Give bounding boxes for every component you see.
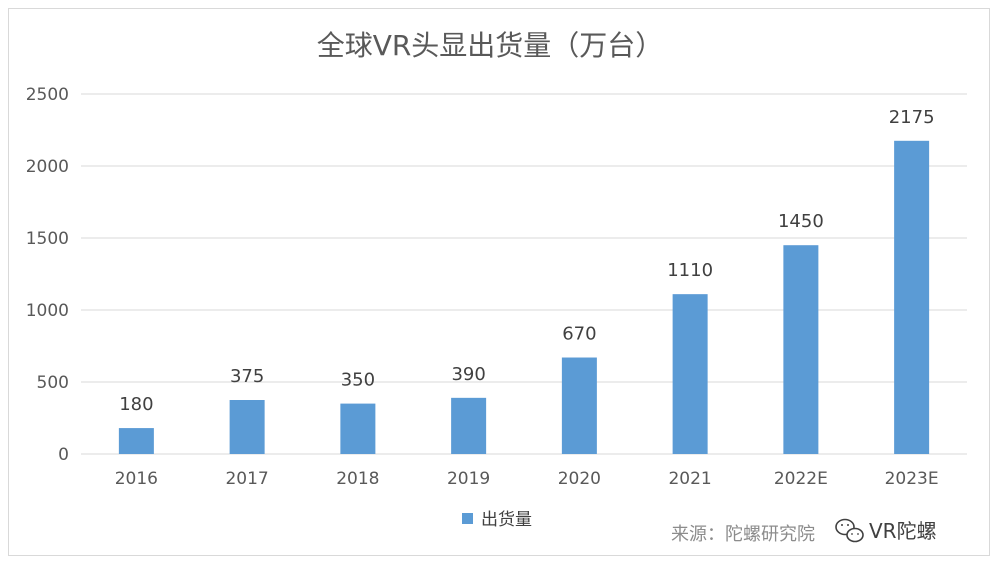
x-axis-ticks: 2016 2017 2018 2019 2020 2021 2022E 2023E [115, 469, 939, 489]
data-label-2016: 180 [119, 394, 153, 415]
chart-frame: 全球VR头显出货量（万台） 0 500 1000 1500 2000 2500 180 37… [8, 8, 990, 556]
bars [118, 140, 930, 455]
x-tick-label: 2021 [668, 469, 711, 489]
x-tick-label: 2022E [774, 469, 828, 489]
data-labels: 180 375 350 390 670 1110 1450 2175 [119, 107, 934, 415]
y-tick-label: 2000 [26, 157, 69, 177]
y-tick-label: 1000 [26, 301, 69, 321]
y-axis-ticks: 0 500 1000 1500 2000 2500 [26, 85, 69, 465]
bar-2021 [672, 294, 708, 454]
data-label-2020: 670 [562, 324, 596, 345]
bar-2016 [118, 428, 154, 454]
y-tick-label: 500 [37, 373, 69, 393]
data-label-2022E: 1450 [778, 211, 824, 232]
chart-title: 全球VR头显出货量（万台） [317, 29, 664, 62]
x-tick-label: 2019 [447, 469, 490, 489]
bar-2022E [783, 245, 819, 454]
x-tick-label: 2020 [558, 469, 601, 489]
gridlines [81, 93, 967, 455]
x-tick-label: 2017 [225, 469, 268, 489]
data-label-2017: 375 [230, 366, 264, 387]
legend: 出货量 [462, 510, 532, 530]
x-tick-label: 2016 [115, 469, 158, 489]
source-note: 来源：陀螺研究院 [671, 524, 815, 545]
bar-2019 [451, 397, 487, 454]
bar-chart: 全球VR头显出货量（万台） 0 500 1000 1500 2000 2500 180 37… [26, 29, 967, 545]
legend-label: 出货量 [481, 510, 532, 530]
wechat-icon [835, 518, 864, 543]
data-label-2018: 350 [341, 370, 375, 391]
x-tick-label: 2023E [885, 469, 939, 489]
bar-2018 [340, 403, 376, 454]
watermark-text: VR陀螺 [869, 519, 937, 543]
y-tick-label: 0 [58, 445, 69, 465]
data-label-2023E: 2175 [889, 107, 935, 128]
bar-2017 [229, 400, 265, 454]
data-label-2019: 390 [451, 364, 485, 385]
bar-2023E [894, 140, 930, 455]
watermark: VR陀螺 [835, 518, 937, 543]
y-tick-label: 1500 [26, 229, 69, 249]
y-tick-label: 2500 [26, 85, 69, 105]
bar-2020 [561, 357, 597, 454]
data-label-2021: 1110 [667, 260, 713, 281]
x-tick-label: 2018 [336, 469, 379, 489]
legend-swatch [462, 513, 473, 524]
